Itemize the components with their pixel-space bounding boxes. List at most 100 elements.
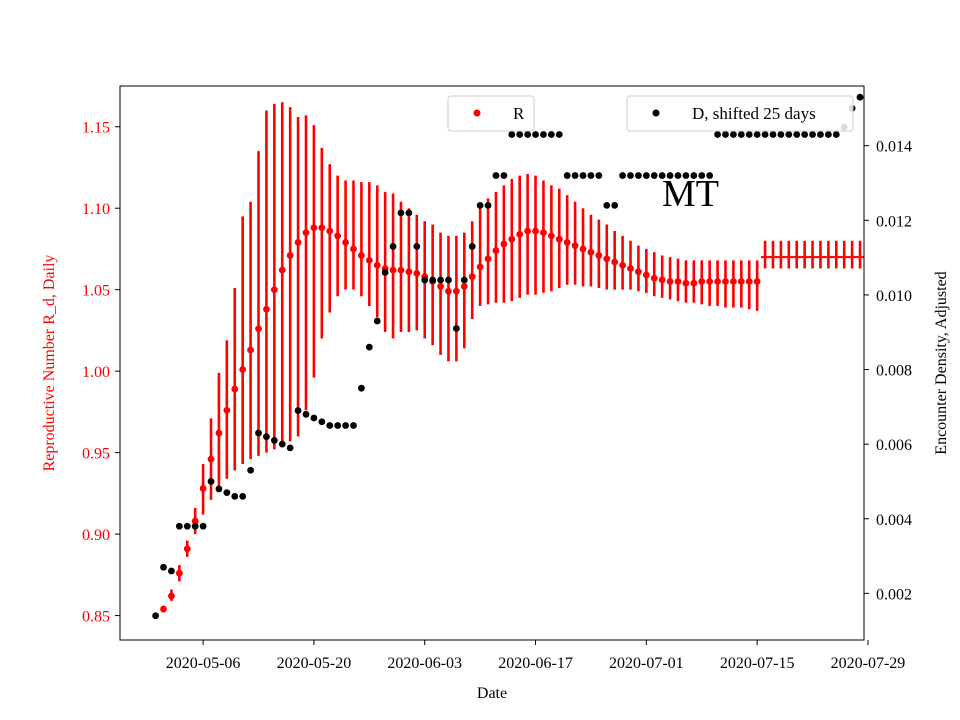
d-series: [152, 93, 864, 620]
r-point: [326, 227, 334, 235]
d-point: [730, 131, 737, 138]
r-point: [263, 305, 270, 313]
d-point: [642, 172, 650, 179]
d-point: [777, 131, 785, 138]
d-point: [658, 172, 666, 179]
r-point: [247, 346, 254, 354]
r-point: [334, 232, 342, 240]
d-point: [856, 93, 864, 101]
d-point: [350, 422, 357, 429]
r-point: [595, 252, 603, 259]
d-point: [429, 276, 437, 284]
x-axis: 2020-05-06 2020-05-20 2020-06-03 2020-06-17…: [166, 640, 905, 672]
d-point: [247, 466, 254, 474]
d-point: [674, 172, 682, 179]
d-point: [365, 343, 373, 351]
r-point: [658, 276, 666, 284]
d-point: [611, 201, 619, 209]
r-point: [682, 279, 690, 287]
right-y-tick-label: 0.006: [876, 437, 912, 454]
d-point: [318, 418, 326, 426]
d-point: [191, 522, 199, 530]
d-point: [666, 172, 674, 179]
r-point: [547, 232, 555, 240]
r-point: [642, 271, 650, 279]
d-point: [239, 492, 247, 500]
d-point: [452, 325, 460, 332]
r-point: [500, 240, 508, 248]
x-tick-label: 2020-07-15: [720, 655, 795, 672]
r-point: [540, 229, 547, 237]
d-point: [199, 522, 207, 530]
left-y-tick-label: 0.85: [82, 609, 110, 626]
d-point: [714, 131, 721, 138]
r-point: [168, 592, 175, 600]
x-tick-label: 2020-06-17: [498, 655, 573, 672]
r-point: [745, 278, 753, 285]
left-y-tick-label: 1.10: [82, 201, 110, 218]
r-point: [690, 279, 698, 287]
r-point: [603, 255, 611, 263]
r-point: [239, 366, 247, 373]
right-y-tick-label: 0.012: [876, 213, 912, 230]
d-point: [373, 317, 381, 325]
d-point: [737, 131, 745, 138]
r-point: [452, 287, 460, 295]
legend-left-box: [447, 95, 535, 132]
d-point: [698, 172, 706, 179]
d-point: [175, 522, 183, 530]
d-point: [753, 131, 761, 138]
right-y-tick-label: 0.008: [876, 363, 912, 380]
r-point: [191, 517, 199, 525]
d-point: [389, 243, 397, 250]
r-point: [753, 278, 761, 285]
d-point: [793, 131, 801, 138]
r-point: [175, 569, 183, 577]
d-point: [342, 422, 349, 429]
d-point: [183, 522, 191, 530]
right-y-axis: 0.002 0.004 0.006 0.008 0.010 0.012 0.014: [864, 139, 912, 603]
r-point: [405, 268, 413, 276]
legend-r-marker: [473, 109, 481, 117]
r-point: [627, 265, 634, 272]
d-point: [445, 276, 452, 284]
d-point: [690, 172, 698, 179]
d-point: [270, 437, 278, 444]
r-point: [532, 227, 539, 235]
d-point: [358, 384, 365, 392]
r-point: [587, 248, 595, 256]
d-point: [215, 485, 223, 493]
d-point: [492, 172, 500, 179]
legend-right: D, shifted 25 days: [626, 95, 854, 132]
r-point: [674, 278, 682, 285]
d-point: [255, 429, 262, 437]
left-y-tick-label: 1.05: [82, 283, 110, 300]
d-point: [381, 269, 389, 276]
r-point: [730, 278, 737, 285]
r-point: [635, 268, 642, 276]
d-point: [286, 444, 294, 452]
d-point: [801, 131, 809, 138]
r-point: [286, 252, 294, 259]
r-point: [358, 252, 365, 259]
r-point: [666, 278, 674, 285]
r-point: [350, 245, 357, 253]
d-point: [397, 209, 405, 217]
left-y-tick-label: 0.95: [82, 446, 110, 463]
d-point: [587, 172, 595, 179]
r-point: [516, 230, 524, 238]
d-point: [310, 414, 318, 422]
r-point: [508, 235, 516, 243]
r-point: [437, 283, 444, 290]
left-y-axis: 0.85 0.90 0.95 1.00 1.05 1.10 1.15: [82, 120, 120, 626]
d-point: [595, 172, 603, 179]
d-point: [722, 131, 729, 138]
state-annotation: MT: [662, 173, 719, 215]
right-y-tick-label: 0.014: [876, 139, 912, 156]
r-point: [160, 605, 167, 613]
d-point: [682, 172, 690, 179]
r-point: [492, 247, 500, 254]
r-point: [698, 278, 706, 285]
legend-d-marker: [652, 109, 660, 117]
r-point: [476, 263, 484, 271]
